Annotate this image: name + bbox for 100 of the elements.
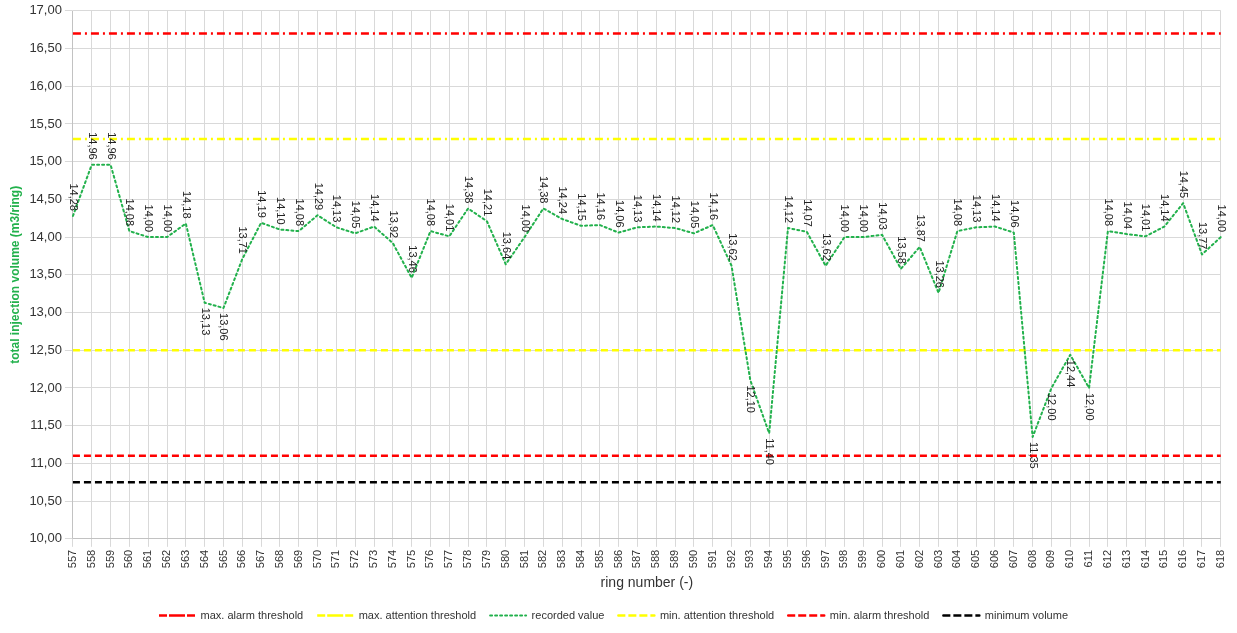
x-tick-label: 606 (988, 549, 1001, 569)
y-tick-label: 11,00 (30, 454, 62, 470)
data-label: 14,21 (481, 188, 494, 217)
x-tick-label: 593 (743, 549, 756, 569)
data-label: 14,38 (538, 175, 551, 204)
data-label: 14,00 (161, 204, 174, 233)
data-label: 14,16 (594, 192, 607, 221)
data-label: 13,64 (500, 231, 513, 260)
data-label: 14,29 (312, 182, 325, 211)
y-tick-label: 13,50 (29, 266, 62, 282)
x-tick-label: 584 (574, 549, 587, 569)
x-tick-label: 617 (1195, 549, 1208, 569)
x-tick-label: 587 (630, 549, 643, 569)
x-tick-label: 558 (84, 549, 97, 569)
x-tick-label: 596 (799, 549, 812, 569)
data-label: 14,00 (519, 204, 532, 233)
data-label: 13,26 (933, 260, 946, 288)
legend-label: min. alarm threshold (829, 608, 930, 621)
x-tick-label: 615 (1157, 549, 1170, 569)
x-tick-label: 577 (442, 549, 455, 569)
x-tick-label: 581 (517, 549, 530, 569)
x-tick-label: 567 (254, 549, 267, 569)
data-label: 14,12 (782, 195, 795, 224)
data-label: 14,10 (274, 197, 287, 225)
data-label: 13,77 (1196, 221, 1209, 250)
x-tick-label: 563 (178, 549, 191, 569)
data-label: 13,62 (820, 233, 833, 261)
data-label: 13,62 (726, 233, 739, 261)
x-tick-label: 607 (1006, 549, 1019, 569)
data-label: 14,08 (293, 198, 306, 227)
data-label: 14,13 (971, 194, 984, 223)
data-label: 14,96 (86, 132, 99, 160)
x-tick-label: 594 (762, 549, 775, 569)
data-label: 14,00 (143, 204, 156, 233)
x-tick-label: 578 (461, 549, 474, 569)
data-label: 14,08 (952, 198, 965, 227)
x-tick-label: 559 (103, 549, 116, 569)
legend-label: minimum volume (984, 608, 1069, 621)
data-label: 12,44 (1065, 359, 1078, 388)
data-label: 14,05 (350, 200, 363, 229)
data-label: 14,28 (67, 183, 80, 211)
data-label: 13,92 (387, 210, 400, 239)
x-tick-label: 573 (367, 549, 380, 569)
legend-label: min. attention threshold (659, 608, 775, 621)
x-tick-label: 560 (122, 549, 135, 569)
x-tick-label: 569 (291, 549, 304, 569)
data-label: 14,45 (1178, 170, 1191, 199)
x-tick-label: 562 (160, 549, 173, 569)
x-tick-label: 602 (912, 549, 925, 569)
data-label: 14,14 (1159, 194, 1172, 222)
x-tick-label: 571 (329, 549, 342, 569)
x-tick-label: 590 (686, 549, 699, 569)
legend-label: max. alarm threshold (200, 608, 304, 621)
y-axis-title: total injection volume (m3/ring) (7, 185, 22, 364)
y-tick-label: 14,50 (29, 190, 62, 206)
data-label: 14,38 (463, 175, 476, 204)
x-tick-label: 618 (1213, 549, 1226, 569)
x-tick-label: 597 (818, 549, 831, 569)
legend-label: max. attention threshold (358, 608, 477, 621)
x-tick-label: 585 (592, 549, 605, 569)
x-tick-label: 565 (216, 549, 229, 569)
x-tick-label: 561 (141, 549, 154, 569)
data-label: 14,14 (368, 194, 381, 222)
data-label: 14,08 (124, 198, 137, 227)
x-tick-label: 588 (649, 549, 662, 569)
data-label: 14,07 (801, 199, 814, 227)
x-tick-label: 614 (1138, 549, 1151, 569)
data-label: 14,13 (331, 194, 344, 223)
y-tick-label: 16,00 (29, 77, 62, 93)
x-tick-label: 612 (1100, 549, 1113, 569)
data-label: 14,15 (575, 193, 588, 221)
y-tick-label: 15,00 (29, 153, 62, 169)
x-tick-label: 601 (893, 549, 906, 569)
x-tick-label: 570 (310, 549, 323, 569)
x-tick-label: 582 (536, 549, 549, 569)
data-label: 14,08 (1102, 198, 1115, 227)
x-tick-label: 591 (705, 549, 718, 569)
data-label: 14,24 (557, 186, 570, 214)
data-label: 14,14 (651, 194, 664, 222)
data-label: 14,01 (444, 203, 457, 232)
x-tick-label: 583 (555, 549, 568, 569)
x-tick-label: 579 (479, 549, 492, 569)
x-tick-label: 568 (272, 549, 285, 569)
x-tick-label: 595 (781, 549, 794, 569)
data-label: 14,14 (989, 194, 1002, 222)
data-label: 14,00 (839, 204, 852, 233)
x-tick-label: 599 (856, 549, 869, 569)
y-tick-label: 11,50 (30, 417, 62, 433)
data-label: 14,16 (707, 192, 720, 221)
x-tick-label: 603 (931, 549, 944, 569)
data-label: 12,00 (1046, 392, 1059, 421)
x-tick-label: 598 (837, 549, 850, 569)
data-label: 13,71 (237, 226, 250, 254)
x-tick-label: 580 (498, 549, 511, 569)
x-axis-title: ring number (-) (600, 574, 694, 591)
x-tick-label: 600 (875, 549, 888, 569)
x-tick-label: 574 (385, 549, 398, 569)
data-label: 14,03 (877, 202, 890, 230)
data-label: 13,87 (914, 214, 927, 242)
x-tick-label: 605 (969, 549, 982, 569)
